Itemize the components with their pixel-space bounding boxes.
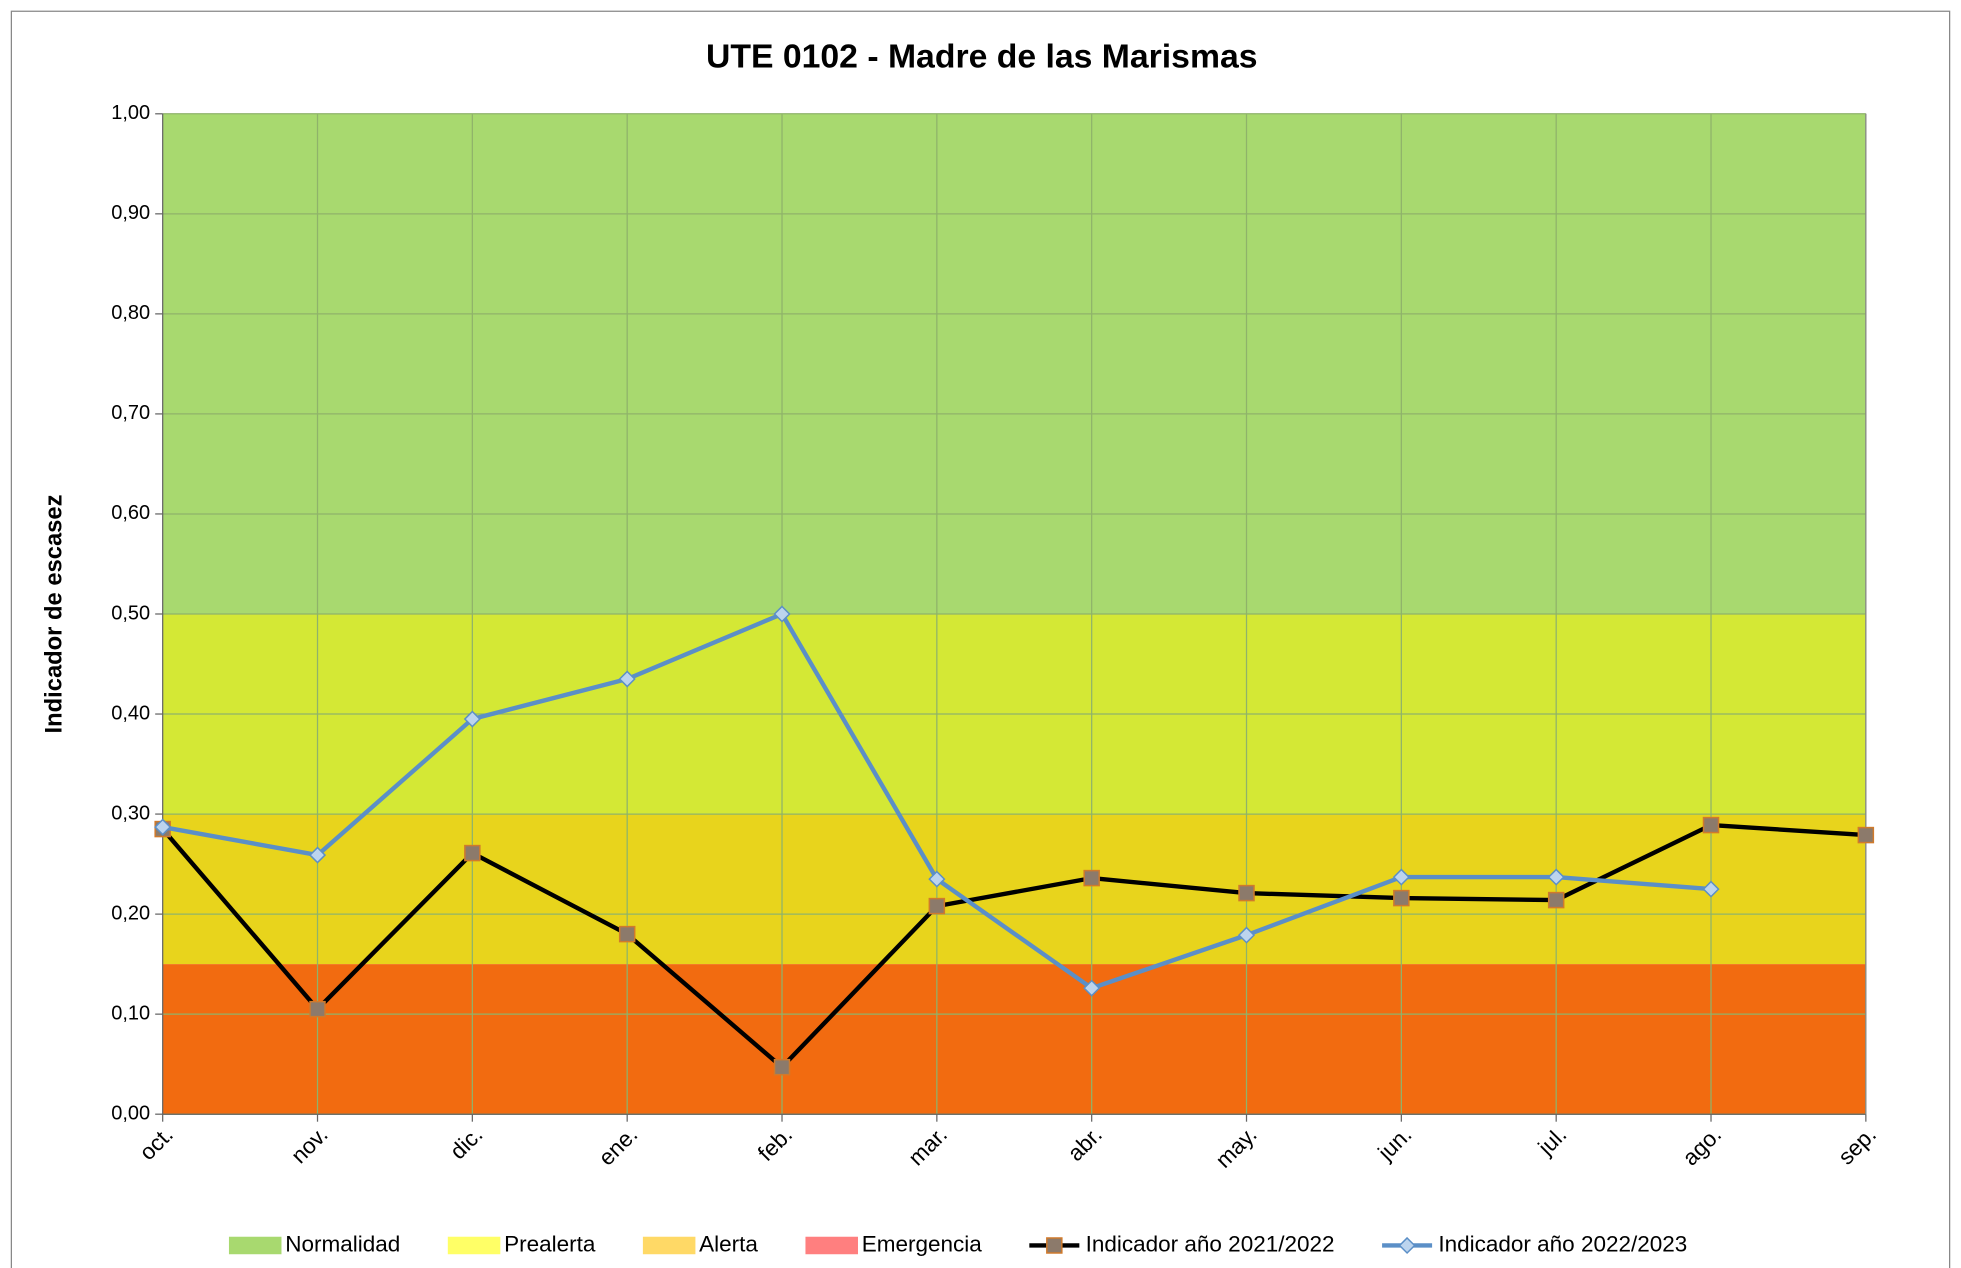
- legend-swatch: [642, 1236, 696, 1255]
- series-marker: [1392, 868, 1410, 886]
- series-marker: [773, 605, 791, 623]
- y-tick-label: 0,00: [111, 1102, 150, 1124]
- y-tick-label: 0,80: [111, 302, 150, 324]
- series-marker: [464, 844, 481, 862]
- series-marker: [308, 846, 327, 864]
- legend-label: Emergencia: [862, 1231, 983, 1256]
- y-tick-label: 0,10: [111, 1002, 150, 1024]
- series-marker: [928, 870, 946, 888]
- y-tick-label: 0,60: [111, 502, 150, 524]
- series-marker: [1083, 869, 1100, 887]
- series-marker: [1238, 884, 1255, 902]
- y-tick-label: 1,00: [111, 102, 150, 124]
- legend-label: Normalidad: [285, 1231, 400, 1256]
- legend-label: Prealerta: [504, 1231, 596, 1256]
- series-marker: [1547, 868, 1565, 886]
- legend-label: Indicador año 2022/2023: [1438, 1231, 1687, 1256]
- series-line: [161, 822, 1866, 1070]
- series-marker: [618, 925, 636, 943]
- series-marker: [309, 1000, 326, 1018]
- legend-swatch: [228, 1236, 282, 1255]
- series-marker: [773, 1058, 791, 1076]
- legend-swatch: [805, 1236, 858, 1255]
- band: [162, 113, 1866, 614]
- y-axis-label: Indicador de escasez: [40, 494, 67, 733]
- legend-marker: [1398, 1236, 1416, 1255]
- y-tick-label: 0,90: [111, 202, 150, 224]
- y-tick-label: 0,40: [111, 702, 150, 724]
- series-marker: [1393, 889, 1410, 907]
- chart-title: UTE 0102 - Madre de las Marismas: [706, 38, 1258, 76]
- series-marker: [463, 710, 481, 728]
- band: [162, 964, 1866, 1115]
- y-tick-label: 0,70: [111, 402, 150, 424]
- y-tick-label: 0,50: [111, 602, 150, 624]
- series-marker: [1083, 979, 1101, 997]
- y-tick-label: 0,20: [111, 902, 150, 924]
- series-marker: [1237, 926, 1256, 944]
- series-marker: [1547, 891, 1565, 909]
- series-marker: [154, 818, 172, 836]
- series-marker: [1702, 880, 1720, 898]
- legend-swatch: [447, 1236, 501, 1255]
- band: [162, 814, 1866, 965]
- y-tick-label: 0,30: [111, 802, 150, 824]
- series-marker: [1702, 816, 1720, 834]
- legend-label: Alerta: [699, 1231, 758, 1256]
- series-marker: [1857, 826, 1875, 844]
- legend-label: Indicador año 2021/2022: [1086, 1231, 1335, 1256]
- series-marker: [928, 897, 946, 915]
- series-marker: [618, 670, 636, 688]
- legend-marker: [1046, 1237, 1063, 1254]
